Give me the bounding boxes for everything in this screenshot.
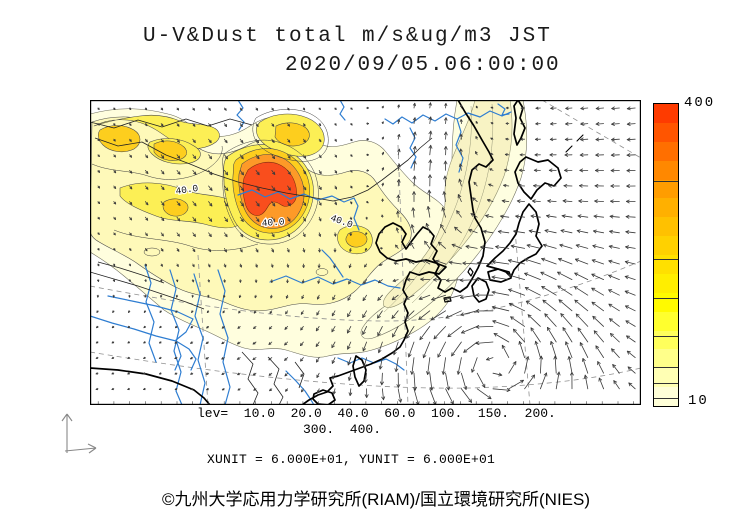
- colorbar-segment: [654, 236, 678, 255]
- copyright-credit: ©九州大学応用力学研究所(RIAM)/国立環境研究所(NIES): [161, 490, 591, 509]
- colorbar-segment: [654, 217, 678, 237]
- coastline-kyushu: [471, 277, 490, 303]
- colorbar-level-line: [654, 382, 678, 384]
- colorbar-segment: [654, 349, 678, 369]
- river: [384, 110, 512, 125]
- coastline-hainan: [312, 389, 336, 405]
- coastline-sakhalin: [513, 100, 526, 146]
- contour-line-layer: [91, 103, 494, 313]
- border: [367, 137, 433, 191]
- dust-level100-east-core: [345, 231, 368, 248]
- border: [90, 271, 205, 310]
- colorbar-segment: [654, 104, 678, 123]
- colorbar: [653, 103, 679, 407]
- colorbar-segment: [654, 368, 678, 388]
- axes-indicator: [61, 413, 97, 454]
- river: [497, 103, 510, 116]
- plot-title: U-V&Dust total m/s&ug/m3 JST: [143, 25, 552, 48]
- colorbar-level-line: [654, 181, 678, 183]
- colorbar-segment: [654, 292, 678, 312]
- dust-level40-plume-a: [93, 114, 220, 149]
- map-frame: [90, 100, 641, 405]
- coastline-india: [90, 367, 211, 405]
- axis-ticks: [97, 401, 634, 405]
- river: [321, 249, 344, 278]
- colorbar-level-line: [654, 258, 678, 260]
- dust-level100-core-a: [98, 125, 141, 153]
- colorbar-segment: [654, 311, 678, 331]
- dust-level100-central-core: [162, 198, 189, 217]
- wind-arrows: [95, 102, 636, 405]
- river: [193, 273, 206, 405]
- parallel-line: [90, 351, 641, 389]
- contour-levels-line2: 300. 400.: [303, 422, 382, 437]
- dust-fill-layer: [90, 100, 528, 358]
- river: [90, 315, 197, 371]
- coastline-layer: [90, 100, 584, 405]
- vector-field-layer: [95, 102, 636, 405]
- colorbar-segment: [654, 255, 678, 274]
- colorbar-level-line: [654, 336, 678, 338]
- colorbar-segment: [654, 387, 678, 406]
- x-axis-arrow: [64, 443, 97, 454]
- border: [294, 361, 305, 389]
- river: [107, 295, 194, 371]
- colorbar-segment: [654, 273, 678, 293]
- parallel-line: [90, 260, 641, 322]
- y-axis-arrow: [61, 413, 73, 453]
- colorbar-min-label: 10: [688, 393, 709, 409]
- coastline-shikoku: [487, 268, 512, 283]
- colorbar-segment: [654, 141, 678, 161]
- colorbar-segment: [654, 198, 678, 218]
- meridian-line: [197, 254, 209, 405]
- border: [241, 351, 259, 405]
- river: [144, 264, 157, 363]
- wind-arrows: [95, 102, 633, 405]
- colorbar-segment: [654, 330, 678, 350]
- border: [94, 137, 369, 202]
- contour-label: 40.0: [261, 216, 285, 229]
- meridian-line: [397, 144, 409, 405]
- border: [97, 261, 165, 284]
- colorbar-level-line: [654, 398, 678, 400]
- contour-label: 40.0: [175, 183, 199, 197]
- coastline-jeju: [443, 296, 452, 303]
- coastline-hokkaido: [514, 156, 562, 200]
- vector-units-label: XUNIT = 6.000E+01, YUNIT = 6.000E+01: [207, 452, 496, 467]
- river: [455, 118, 464, 173]
- river: [237, 189, 360, 231]
- colorbar-level-line: [654, 297, 678, 299]
- colorbar-segment: [654, 160, 678, 180]
- map-canvas: 40.0 40.0 40.0: [90, 100, 641, 405]
- coastline-tsushima: [467, 267, 474, 277]
- colorbar-level-line: [654, 367, 678, 369]
- border-layer: [90, 118, 433, 405]
- border: [267, 356, 284, 405]
- colorbar-max-label: 400: [684, 95, 716, 111]
- graticule-layer: [90, 100, 641, 405]
- coastline-kuril: [565, 134, 584, 153]
- colorbar-segment: [654, 179, 678, 199]
- river: [217, 269, 231, 405]
- dust-band-inner: [383, 100, 513, 308]
- meridian-line: [514, 229, 531, 405]
- contour-levels-line1: lev= 10.0 20.0 40.0 60.0 100. 150. 200.: [197, 406, 556, 421]
- coastline-mainland: [301, 100, 494, 405]
- river: [285, 370, 315, 405]
- colorbar-gradient: [654, 104, 678, 406]
- border: [90, 118, 253, 129]
- meridian-line: [541, 100, 641, 159]
- plot-timestamp: 2020/09/05.06:00:00: [285, 54, 561, 77]
- colorbar-segment: [654, 122, 678, 142]
- river: [339, 100, 346, 121]
- coastline-taiwan: [352, 355, 367, 387]
- river: [269, 275, 401, 289]
